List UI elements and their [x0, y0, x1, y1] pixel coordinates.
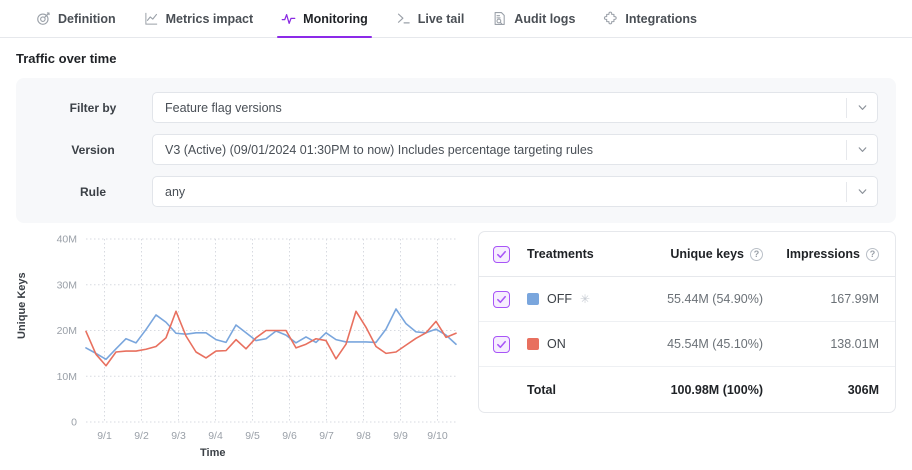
tab-live-tail[interactable]: Live tail [382, 0, 479, 38]
row-checkbox-cell [493, 290, 527, 308]
line-chart-icon [144, 11, 159, 26]
tab-label: Live tail [417, 11, 465, 26]
svg-text:9/10: 9/10 [427, 430, 448, 442]
svg-text:20M: 20M [57, 325, 77, 337]
document-search-icon [492, 11, 507, 26]
tab-label: Audit logs [514, 11, 576, 26]
total-unique-keys: 100.98M (100%) [670, 382, 763, 397]
filter-row-filter-by: Filter by Feature flag versions [34, 92, 878, 123]
traffic-chart: Unique Keys Time 0 10M 20M 30M 40M 9/1 9/2 9/3 9… [4, 231, 466, 466]
tab-bar: Definition Metrics impact Monitoring Liv… [0, 0, 912, 38]
tab-integrations[interactable]: Integrations [589, 0, 711, 38]
filter-row-rule: Rule any [34, 176, 878, 207]
select-all-checkbox[interactable] [493, 245, 510, 263]
series-color-swatch-on [527, 338, 539, 350]
pulse-icon [281, 11, 296, 26]
select-all-checkbox-cell [493, 245, 527, 263]
series-color-swatch-off [527, 293, 539, 305]
svg-text:40M: 40M [57, 234, 77, 246]
target-icon [36, 11, 51, 26]
svg-text:9/1: 9/1 [97, 430, 112, 442]
svg-text:9/3: 9/3 [171, 430, 186, 442]
header-impressions: Impressions ? [767, 247, 879, 261]
row-treatment-on: ON [527, 337, 607, 351]
svg-text:9/5: 9/5 [245, 430, 260, 442]
svg-text:10M: 10M [57, 371, 77, 383]
version-value: V3 (Active) (09/01/2024 01:30PM to now) … [165, 142, 594, 157]
svg-text:9/8: 9/8 [356, 430, 371, 442]
svg-text:9/2: 9/2 [134, 430, 149, 442]
table-total-row: Total 100.98M (100%) 306M [479, 367, 895, 412]
divider [846, 139, 847, 160]
puzzle-piece-icon [603, 11, 618, 26]
divider [846, 97, 847, 118]
tab-metrics-impact[interactable]: Metrics impact [130, 0, 268, 38]
rule-select[interactable]: any [152, 176, 878, 207]
filter-by-value: Feature flag versions [165, 100, 282, 115]
header-unique-keys-label: Unique keys [670, 247, 744, 261]
page-title: Traffic over time [16, 51, 117, 66]
total-label: Total [527, 382, 556, 397]
row-impressions-off: 167.99M [830, 292, 879, 306]
row-impressions-on: 138.01M [830, 337, 879, 351]
rule-label: Rule [79, 184, 106, 199]
svg-text:9/9: 9/9 [393, 430, 408, 442]
row-unique-keys-off: 55.44M (54.90%) [667, 292, 763, 306]
svg-text:0: 0 [71, 417, 77, 429]
chart-and-legend-area: Unique Keys Time 0 10M 20M 30M 40M 9/1 9/2 9/3 9… [0, 223, 912, 466]
treatment-name: OFF [547, 292, 572, 306]
table-row: ON 45.54M (45.10%) 138.01M [479, 322, 895, 367]
svg-text:9/6: 9/6 [282, 430, 297, 442]
tab-label: Monitoring [303, 11, 368, 26]
chart-x-axis-label: Time [200, 447, 226, 459]
chart-y-axis-label: Unique Keys [16, 272, 28, 339]
tab-label: Metrics impact [165, 11, 254, 26]
row-checkbox-cell [493, 335, 527, 353]
row-unique-keys-on: 45.54M (45.10%) [667, 337, 763, 351]
chevron-down-icon[interactable] [847, 143, 877, 156]
sparkle-icon: ✳ [580, 292, 591, 306]
table-header-row: Treatments Unique keys ? Impressions ? [479, 232, 895, 277]
rule-value: any [165, 184, 186, 199]
tab-label: Integrations [625, 11, 697, 26]
question-mark-icon[interactable]: ? [750, 247, 763, 261]
header-unique-keys: Unique keys ? [607, 247, 767, 261]
version-label: Version [71, 142, 115, 157]
row-checkbox-off[interactable] [493, 290, 510, 308]
header-impressions-label: Impressions [786, 247, 860, 261]
treatment-name: ON [547, 337, 566, 351]
tab-monitoring[interactable]: Monitoring [267, 0, 382, 38]
row-treatment-off: OFF ✳ [527, 292, 607, 306]
treatments-table: Treatments Unique keys ? Impressions ? O… [478, 231, 896, 413]
tab-label: Definition [58, 11, 116, 26]
svg-text:9/4: 9/4 [208, 430, 223, 442]
table-row: OFF ✳ 55.44M (54.90%) 167.99M [479, 277, 895, 322]
divider [846, 181, 847, 202]
header-treatments: Treatments [527, 247, 594, 261]
chart-plot: 0 10M 20M 30M 40M 9/1 9/2 9/3 9/4 9/5 9/6 9/7 9/8 9/9… [57, 234, 457, 442]
filter-row-version: Version V3 (Active) (09/01/2024 01:30PM … [34, 134, 878, 165]
filter-by-select[interactable]: Feature flag versions [152, 92, 878, 123]
version-select[interactable]: V3 (Active) (09/01/2024 01:30PM to now) … [152, 134, 878, 165]
total-impressions: 306M [847, 382, 879, 397]
question-mark-icon[interactable]: ? [866, 247, 879, 261]
row-checkbox-on[interactable] [493, 335, 510, 353]
filter-by-label: Filter by [69, 100, 117, 115]
filter-panel: Filter by Feature flag versions Version … [16, 78, 896, 223]
tab-definition[interactable]: Definition [22, 0, 130, 38]
terminal-icon [396, 11, 411, 26]
chevron-down-icon[interactable] [847, 185, 877, 198]
svg-text:9/7: 9/7 [319, 430, 334, 442]
chevron-down-icon[interactable] [847, 101, 877, 114]
tab-audit-logs[interactable]: Audit logs [478, 0, 589, 38]
svg-text:30M: 30M [57, 279, 77, 291]
